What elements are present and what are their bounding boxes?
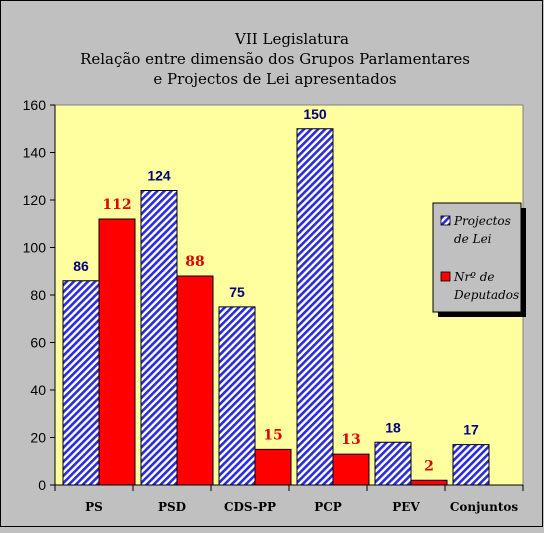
x-tick-label: Conjuntos xyxy=(450,500,519,514)
y-tick-label: 120 xyxy=(23,192,47,208)
x-tick-label: PSD xyxy=(158,500,186,514)
bar-projectos xyxy=(452,444,490,486)
y-tick-label: 80 xyxy=(30,287,46,303)
data-label-deputados: 112 xyxy=(102,197,131,213)
bar-projectos xyxy=(374,441,412,486)
chart-title-line-3: e Projectos de Lei apresentados xyxy=(153,70,396,88)
bar-series xyxy=(62,128,490,486)
bar-deputados xyxy=(254,448,292,486)
chart-title-line-1: VII Legislatura xyxy=(234,30,349,48)
x-tick-label: PS xyxy=(85,500,103,514)
data-label-projectos: 18 xyxy=(385,419,401,435)
legend-label-projectos-line-1: Projectos xyxy=(453,214,511,228)
x-tick-label: PCP xyxy=(314,500,342,514)
bar-deputados xyxy=(176,275,214,486)
data-label-projectos: 150 xyxy=(303,106,327,122)
x-tick-label: PEV xyxy=(392,500,420,514)
legend-label-deputados-line-2: Deputados xyxy=(453,288,519,302)
y-axis: 0 20 40 60 80 100 120 140 160 xyxy=(23,97,56,493)
legend-swatch-projectos xyxy=(440,215,451,226)
bar-projectos xyxy=(296,128,334,486)
data-label-deputados: 2 xyxy=(424,458,434,474)
y-tick-label: 160 xyxy=(23,97,47,113)
bar-deputados xyxy=(98,218,136,486)
x-axis: PS PSD CDS-PP PCP PEV Conjuntos xyxy=(54,484,524,514)
data-label-projectos: 75 xyxy=(229,284,245,300)
legend: Projectos de Lei Nrº de Deputados xyxy=(432,202,526,317)
data-label-deputados: 88 xyxy=(185,254,204,270)
y-tick-label: 140 xyxy=(23,145,47,161)
data-labels: 86 124 75 150 18 17 112 88 15 13 2 xyxy=(73,106,479,475)
legend-swatch-deputados xyxy=(440,271,451,282)
bar-projectos xyxy=(218,306,256,486)
y-tick-label: 0 xyxy=(38,477,46,493)
y-tick-label: 100 xyxy=(23,240,47,256)
bar-deputados xyxy=(332,453,370,486)
data-label-deputados: 15 xyxy=(263,427,282,443)
chart-title-line-2: Relação entre dimensão dos Grupos Parlam… xyxy=(80,50,470,68)
y-tick-label: 20 xyxy=(30,430,46,446)
legend-label-projectos-line-2: de Lei xyxy=(454,232,492,246)
x-tick-label: CDS-PP xyxy=(224,500,276,514)
data-label-projectos: 17 xyxy=(463,422,479,438)
data-label-deputados: 13 xyxy=(341,432,360,448)
y-tick-label: 40 xyxy=(30,382,46,398)
bar-projectos xyxy=(140,190,178,486)
data-label-projectos: 86 xyxy=(73,258,89,274)
bar-projectos xyxy=(62,280,100,486)
legend-label-deputados-line-1: Nrº de xyxy=(453,270,494,284)
bar-deputados xyxy=(410,479,448,486)
y-tick-label: 60 xyxy=(30,335,46,351)
data-label-projectos: 124 xyxy=(147,168,171,184)
